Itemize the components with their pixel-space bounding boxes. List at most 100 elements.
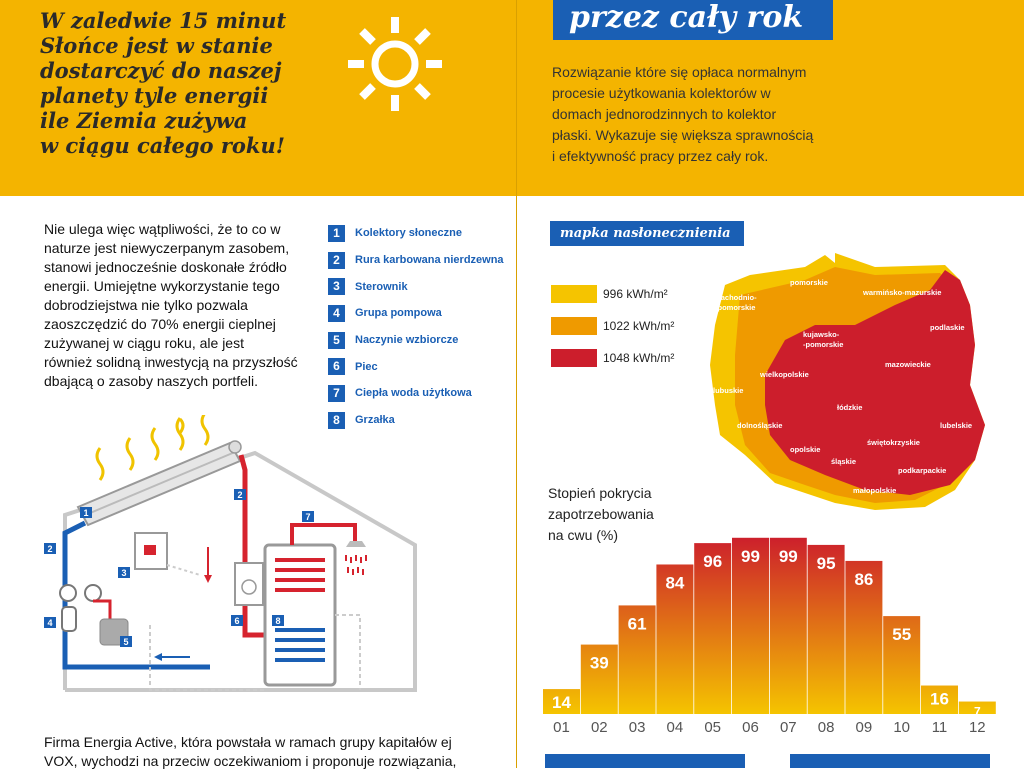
bar-value-label: 99: [741, 547, 760, 566]
map-scale-item: 1048 kWh/m²: [551, 349, 674, 367]
dashed-connection: [335, 614, 361, 690]
zone-1048: [765, 270, 985, 495]
chart-title-line: na cwu (%): [548, 527, 619, 543]
chart-title: Stopień pokrycia zapotrzebowania na cwu …: [548, 483, 678, 546]
map-title: mapka nasłonecznienia: [550, 221, 744, 246]
region-label: lubelskie: [940, 421, 972, 430]
bottom-section-header: [545, 754, 745, 768]
title-box: przez cały rok: [553, 0, 833, 40]
scale-label: 1022 kWh/m²: [603, 319, 675, 333]
slogan-line: planety tyle energii: [40, 83, 269, 108]
diagram-tag: 2: [44, 543, 56, 554]
x-tick-label: 05: [704, 719, 721, 736]
paragraph-line: Nie ulega więc wątpliwości, że to co w: [44, 221, 281, 237]
top-banner: [0, 0, 1024, 196]
bar-02: [580, 644, 618, 714]
svg-text:8: 8: [275, 616, 280, 626]
paragraph-line: również solidną inwestycją na przyszłość: [44, 354, 298, 370]
legend-item: 6 Piec: [328, 353, 518, 380]
x-tick-label: 07: [780, 719, 797, 736]
paragraph-line: naturze jest niewyczerpanym zasobem,: [44, 240, 290, 256]
legend-number: 1: [328, 224, 345, 242]
legend-item: 2 Rura karbowana nierdzewna: [328, 247, 518, 274]
svg-text:2: 2: [237, 490, 242, 500]
bar-value-label: 39: [590, 654, 609, 673]
sun-icon: [348, 17, 442, 111]
intro-line: Rozwiązanie które się opłaca normalnym: [552, 64, 807, 80]
paragraph-line: Firma Energia Active, która powstała w r…: [44, 734, 452, 750]
bar-value-label: 86: [854, 570, 873, 589]
bar-value-label: 84: [665, 573, 684, 592]
x-tick-label: 12: [969, 719, 986, 736]
region-label: kujawsko-: [803, 330, 840, 339]
x-tick-label: 04: [667, 719, 684, 736]
x-tick-label: 10: [893, 719, 910, 736]
chart-title-line: zapotrzebowania: [548, 506, 654, 522]
legend-number: 6: [328, 358, 345, 376]
controller-icon: [134, 532, 201, 576]
paragraph-line: zużywanej w ciągu roku, ale jest: [44, 335, 244, 351]
diagram-tag: 6: [231, 615, 243, 626]
x-tick-label: 09: [856, 719, 873, 736]
bar-11: [921, 685, 958, 714]
bar-06: [732, 537, 769, 714]
svg-text:2: 2: [47, 544, 52, 554]
legend-item: 4 Grupa pompowa: [328, 300, 518, 327]
bar-09: [845, 560, 883, 714]
scale-label: 996 kWh/m²: [603, 287, 668, 301]
slogan-line: w ciągu całego roku!: [40, 133, 285, 158]
legend-number: 5: [328, 331, 345, 349]
bar-value-label: 99: [779, 547, 798, 566]
swatch-low: [551, 285, 597, 303]
x-tick-label: 03: [629, 719, 646, 736]
legend-item: 8 Grzałka: [328, 407, 518, 434]
region-label: podlaskie: [930, 323, 965, 332]
region-label: zachodnio-: [717, 293, 757, 302]
legend-item: 5 Naczynie wzbiorcze: [328, 327, 518, 354]
solar-collector-icon: [76, 440, 242, 527]
diagram-tag: 5: [120, 636, 132, 647]
diagram-tag: 1: [80, 507, 92, 518]
paragraph-line: energii. Umiejętne wykorzystanie tego: [44, 278, 280, 294]
bar-01: [543, 689, 580, 714]
bar-05: [694, 543, 732, 714]
legend-number: 4: [328, 304, 345, 322]
legend-item: 1 Kolektory słoneczne: [328, 220, 518, 247]
paragraph-line: dbającą o zasoby naszych portfeli.: [44, 373, 259, 389]
solar-system-diagram: 1 2 2 3 4 5 6 7 8: [44, 415, 417, 692]
region-label: łódzkie: [837, 403, 862, 412]
intro-line: procesie użytkowania kolektorów w: [552, 85, 771, 101]
slogan-line: ile Ziemia zużywa: [40, 108, 248, 133]
bar-04: [656, 564, 694, 714]
diagram-tag: 8: [272, 615, 284, 626]
component-legend: 1 Kolektory słoneczne 2 Rura karbowana nie…: [328, 220, 518, 434]
slogan-line: W zaledwie 15 minut: [40, 8, 287, 33]
region-label: opolskie: [790, 445, 820, 454]
paragraph-line: stanowi jednocześnie doskonałe źródło: [44, 259, 287, 275]
legend-label: Rura karbowana nierdzewna: [355, 254, 504, 267]
bar-value-label: 96: [703, 552, 722, 571]
svg-text:5: 5: [123, 637, 128, 647]
intro-line: płaski. Wykazuje się większa sprawnością: [552, 127, 814, 143]
intro-text: Rozwiązanie które się opłaca normalnym p…: [552, 62, 852, 167]
swatch-mid: [551, 317, 597, 335]
svg-text:1: 1: [83, 508, 88, 518]
region-label: -pomorskie: [803, 340, 843, 349]
diagram-tag: 4: [44, 617, 56, 628]
heat-waves-icon: [95, 415, 210, 481]
legend-label: Grupa pompowa: [355, 307, 442, 320]
bar-value-label: 95: [817, 554, 836, 573]
slogan-line: dostarczyć do naszej: [40, 58, 282, 83]
region-label: śląskie: [831, 457, 856, 466]
shower-icon: [345, 541, 367, 575]
flow-arrow-icon: [154, 547, 212, 661]
legend-number: 7: [328, 384, 345, 402]
diagram-tag: 7: [302, 511, 314, 522]
region-label: wielkopolskie: [759, 370, 809, 379]
region-label: podkarpackie: [898, 466, 946, 475]
region-label: lubuskie: [713, 386, 743, 395]
bar-value-label: 16: [930, 690, 949, 709]
map-scale-item: 1022 kWh/m²: [551, 317, 674, 335]
bar-10: [883, 616, 921, 714]
swatch-high: [551, 349, 597, 367]
